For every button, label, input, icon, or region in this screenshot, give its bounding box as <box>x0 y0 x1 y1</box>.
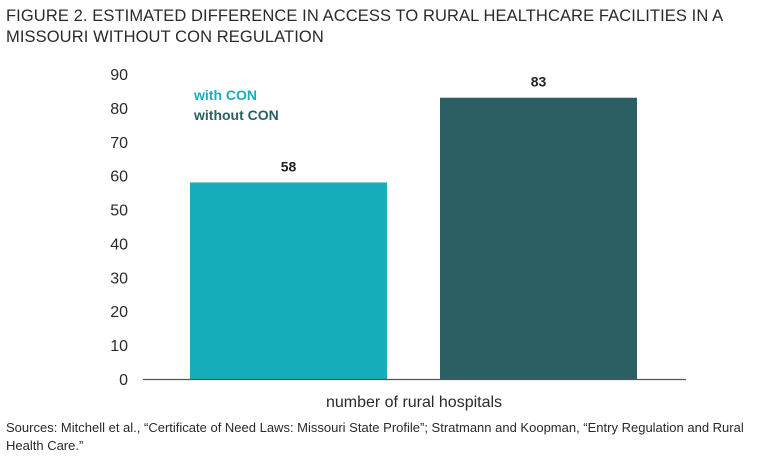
bar-with-con <box>190 182 387 379</box>
source-note: Sources: Mitchell et al., “Certificate o… <box>6 420 744 453</box>
y-tick-label: 50 <box>110 203 128 220</box>
legend-entry: with CON <box>193 87 257 103</box>
y-tick-label: 0 <box>119 372 128 389</box>
y-tick-label: 40 <box>110 236 128 253</box>
legend-entry: without CON <box>193 107 279 123</box>
bar-without-con <box>440 97 637 379</box>
y-tick-label: 70 <box>110 135 128 152</box>
y-tick-label: 20 <box>110 304 128 321</box>
x-axis-label: number of rural hospitals <box>326 394 502 411</box>
y-tick-label: 60 <box>110 169 128 186</box>
y-tick-label: 30 <box>110 270 128 287</box>
chart-title: FIGURE 2. ESTIMATED DIFFERENCE IN ACCESS… <box>6 7 723 46</box>
y-tick-label: 90 <box>110 67 128 84</box>
y-tick-label: 10 <box>110 338 128 355</box>
data-label: 58 <box>281 158 297 174</box>
data-label: 83 <box>531 74 547 90</box>
y-tick-label: 80 <box>110 101 128 118</box>
